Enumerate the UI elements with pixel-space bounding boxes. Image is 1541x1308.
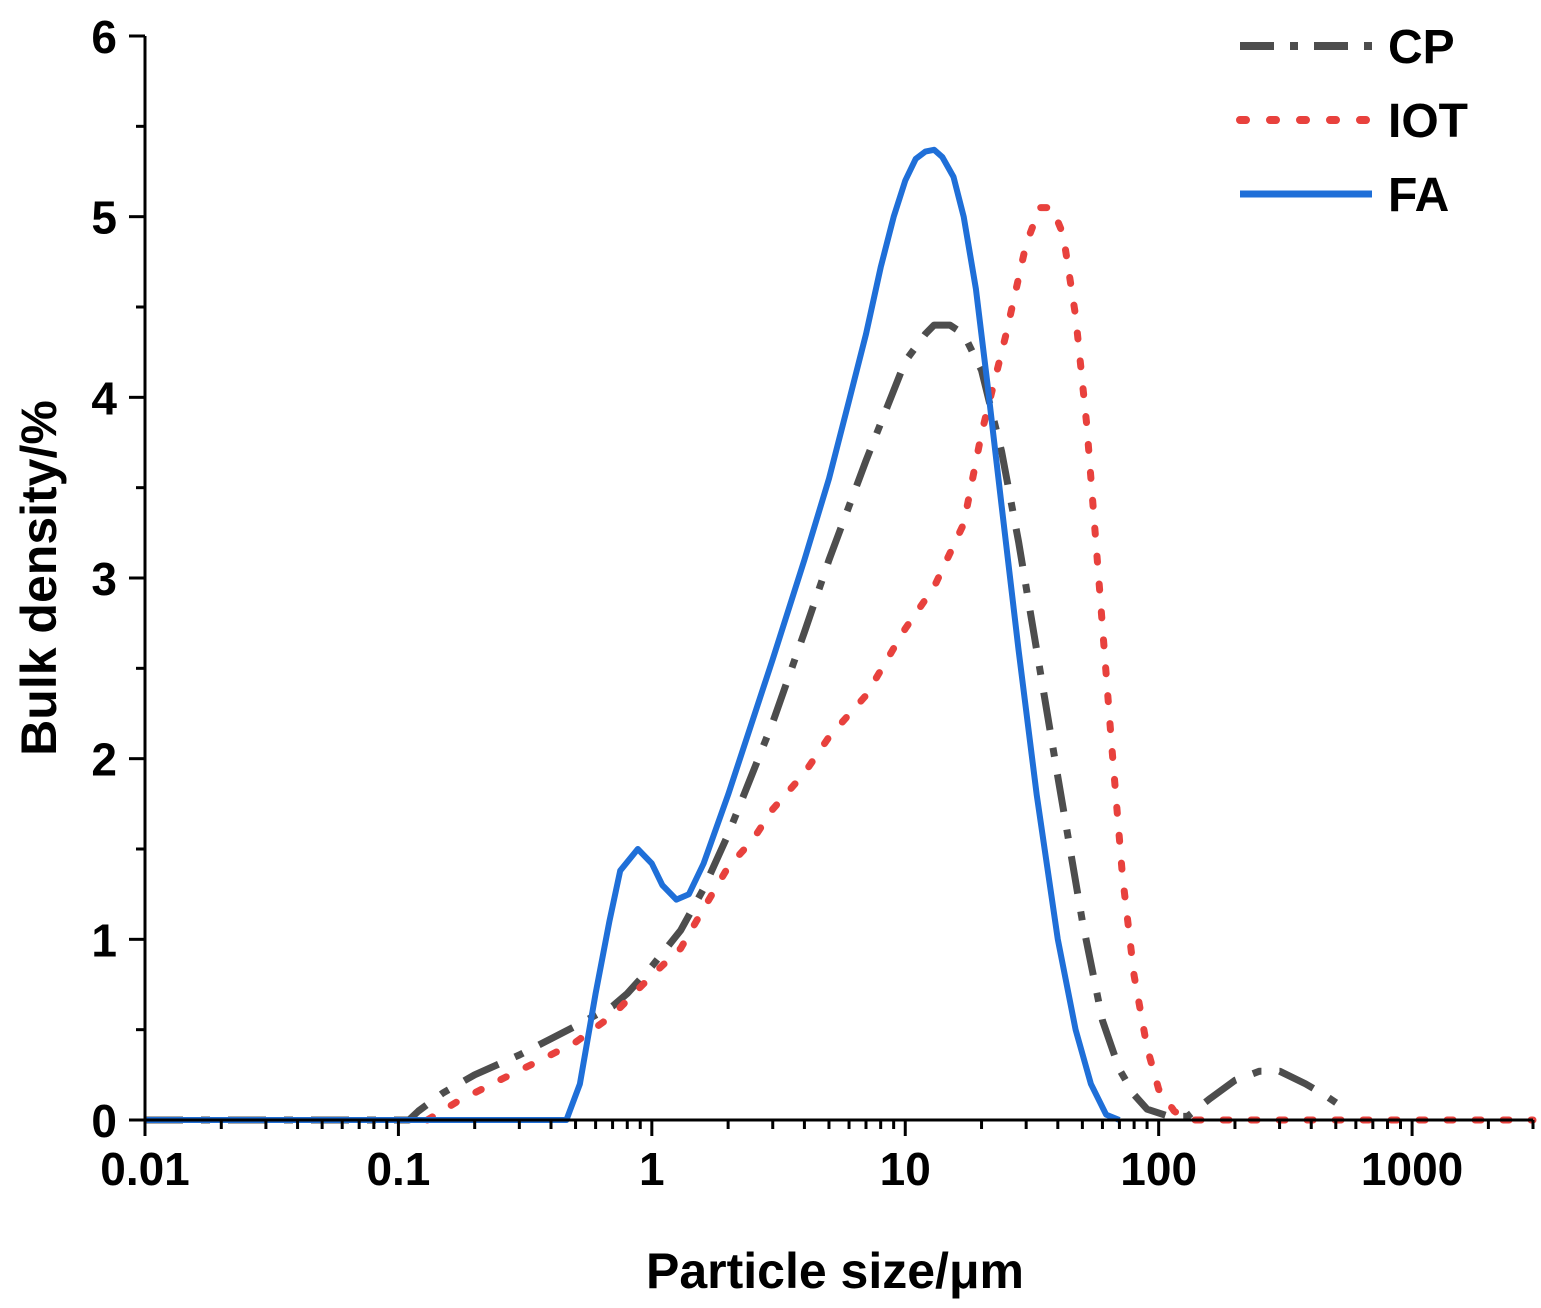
x-tick-label: 1 [639,1143,665,1195]
x-axis-label: Particle size/μm [646,1243,1024,1299]
y-tick-label: 1 [91,914,117,966]
y-tick-label: 2 [91,734,117,786]
y-ticks: 0 1 2 3 4 5 6 [91,11,145,1147]
legend-label-iot: IOT [1388,95,1468,148]
y-axis-label: Bulk density/% [11,400,67,756]
y-tick-label: 4 [91,372,117,424]
legend: CP IOT FA [1236,21,1468,222]
x-tick-label: 10 [880,1143,931,1195]
legend-label-cp: CP [1388,21,1455,74]
y-tick-label: 3 [91,553,117,605]
x-tick-label: 1000 [1361,1143,1463,1195]
y-tick-label: 0 [91,1095,117,1147]
series-line-fa [145,146,1121,1123]
y-tick-label: 5 [91,192,117,244]
series-line-iot [423,204,1537,1124]
legend-label-fa: FA [1388,169,1449,222]
x-ticks: 0.01 0.1 1 10 100 1000 [100,1120,1535,1195]
series-line-cp [145,321,1343,1124]
y-tick-label: 6 [91,11,117,63]
x-tick-label: 0.01 [100,1143,190,1195]
axes [143,36,1533,1122]
series-layer [145,146,1537,1124]
x-tick-label: 0.1 [366,1143,430,1195]
x-tick-label: 100 [1120,1143,1197,1195]
